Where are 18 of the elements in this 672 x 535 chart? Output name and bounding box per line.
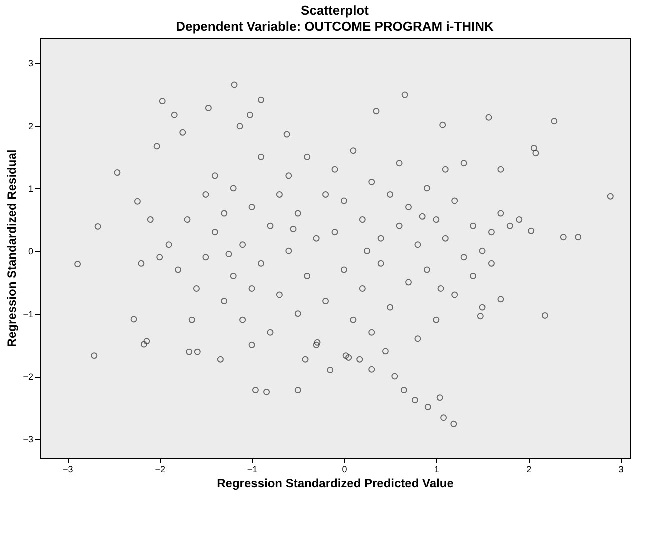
- y-tick-label: 1: [28, 184, 34, 194]
- x-tick-label: 2: [526, 464, 532, 474]
- y-axis-title: Regression Standardized Residual: [5, 150, 20, 348]
- chart-subtitle: Dependent Variable: OUTCOME PROGRAM i-THINK: [176, 19, 495, 34]
- x-tick-label: −3: [63, 464, 74, 474]
- x-tick-label: 1: [434, 464, 440, 474]
- y-tick-label: 0: [28, 246, 34, 257]
- y-tick-label: 3: [28, 58, 34, 69]
- y-tick-label: −2: [23, 372, 34, 382]
- y-tick-label: 2: [28, 121, 34, 132]
- y-tick-label: −1: [23, 309, 34, 320]
- chart-title: Scatterplot: [301, 3, 370, 18]
- x-tick-label: −1: [247, 464, 258, 474]
- x-axis-title: Regression Standardized Predicted Value: [217, 476, 454, 490]
- x-tick-label: 3: [618, 464, 624, 474]
- x-tick-label: 0: [342, 464, 348, 474]
- x-tick-label: −2: [155, 464, 166, 474]
- y-tick-label: −3: [23, 434, 34, 445]
